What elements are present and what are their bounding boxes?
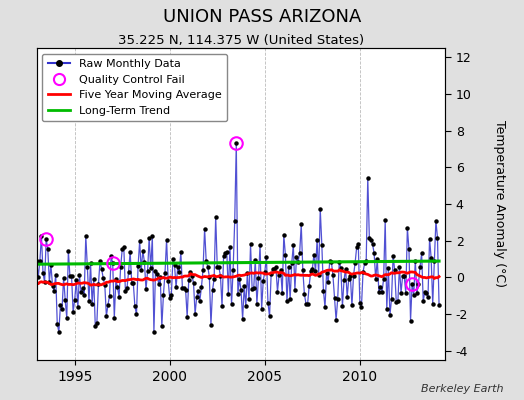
Title: 35.225 N, 114.375 W (United States): 35.225 N, 114.375 W (United States): [118, 34, 364, 47]
Text: Berkeley Earth: Berkeley Earth: [421, 384, 503, 394]
Text: UNION PASS ARIZONA: UNION PASS ARIZONA: [163, 8, 361, 26]
Legend: Raw Monthly Data, Quality Control Fail, Five Year Moving Average, Long-Term Tren: Raw Monthly Data, Quality Control Fail, …: [42, 54, 227, 121]
Y-axis label: Temperature Anomaly (°C): Temperature Anomaly (°C): [493, 120, 506, 288]
